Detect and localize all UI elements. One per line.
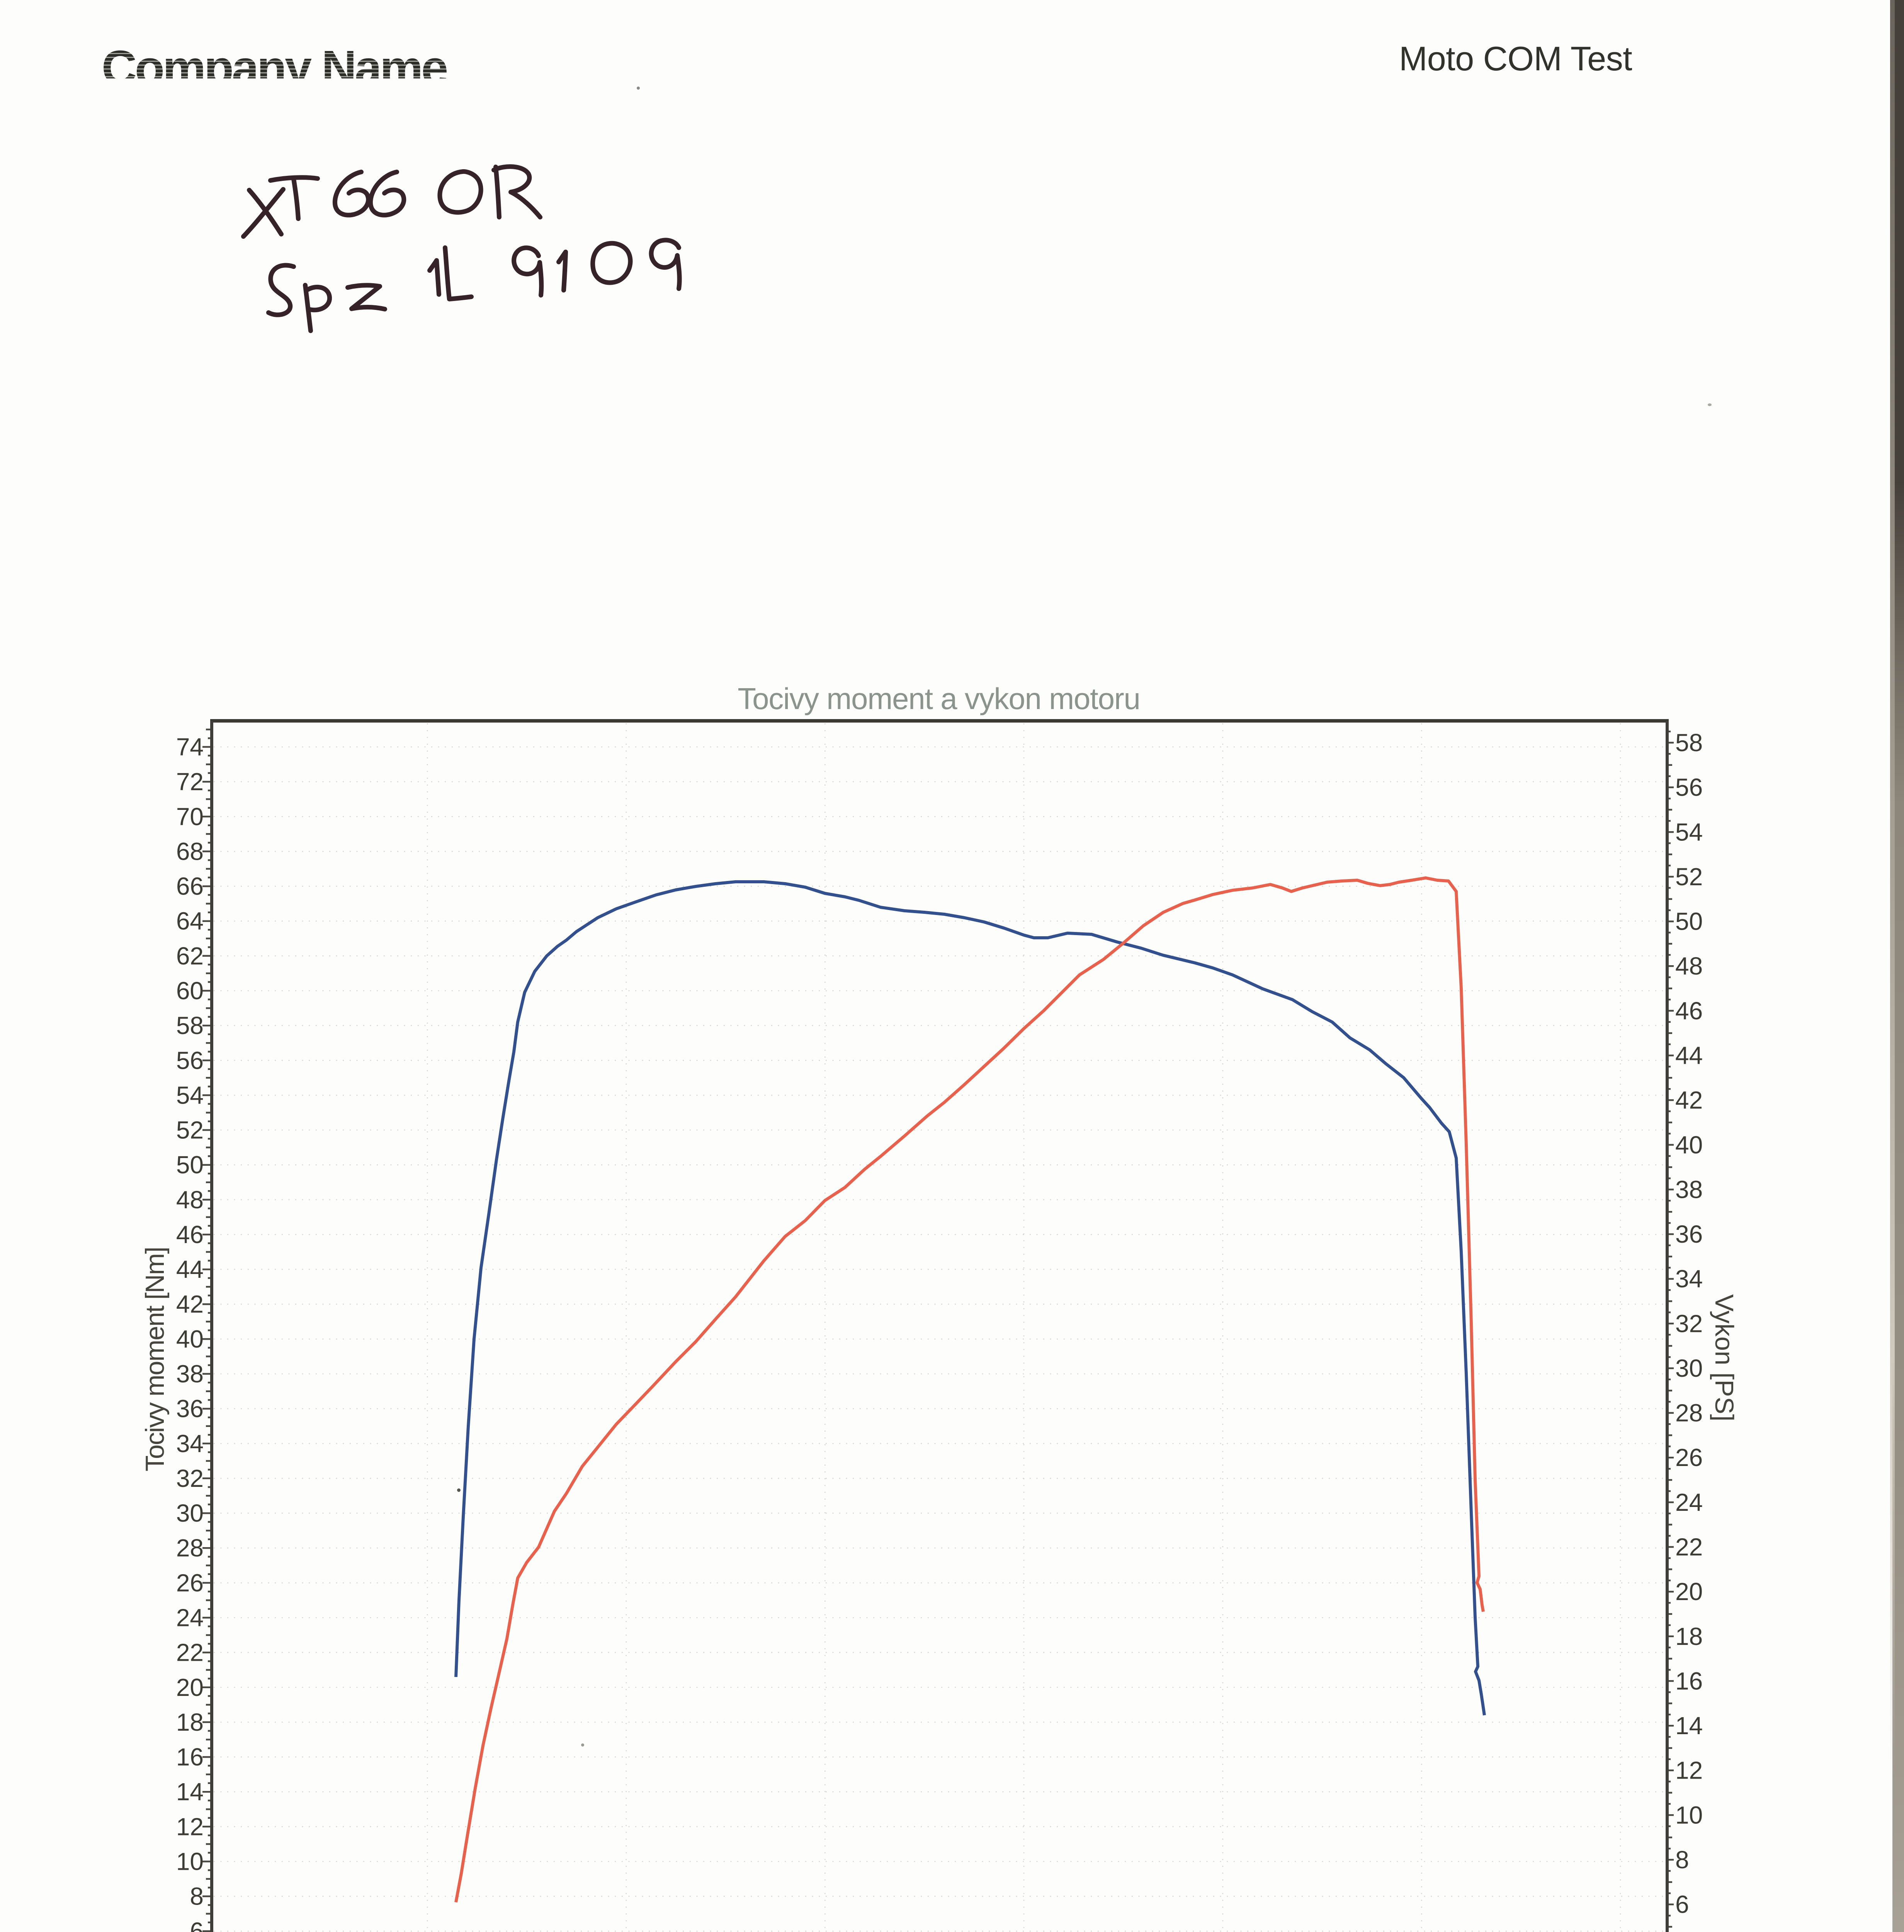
svg-text:30: 30 (176, 1499, 204, 1527)
svg-text:34: 34 (1675, 1265, 1703, 1293)
svg-text:40: 40 (1675, 1131, 1703, 1159)
svg-text:36: 36 (1675, 1220, 1703, 1248)
svg-text:54: 54 (1675, 818, 1703, 846)
svg-text:50: 50 (176, 1151, 204, 1179)
svg-text:14: 14 (1675, 1712, 1703, 1740)
svg-text:Vykon [PS]: Vykon [PS] (1710, 1294, 1739, 1422)
svg-text:60: 60 (176, 977, 204, 1005)
svg-text:30: 30 (1675, 1354, 1703, 1382)
svg-text:74: 74 (176, 733, 204, 761)
svg-text:42: 42 (1675, 1086, 1703, 1114)
svg-text:8: 8 (190, 1883, 204, 1910)
svg-text:48: 48 (176, 1186, 204, 1214)
svg-text:44: 44 (176, 1255, 204, 1283)
svg-text:56: 56 (176, 1046, 204, 1074)
svg-text:26: 26 (176, 1569, 204, 1597)
svg-text:24: 24 (1675, 1488, 1703, 1516)
svg-text:28: 28 (176, 1534, 204, 1562)
svg-text:6: 6 (1675, 1891, 1689, 1918)
svg-text:16: 16 (1675, 1667, 1703, 1695)
svg-text:44: 44 (1675, 1042, 1703, 1070)
svg-text:34: 34 (176, 1430, 204, 1458)
svg-text:58: 58 (176, 1012, 204, 1039)
svg-text:36: 36 (176, 1395, 204, 1423)
svg-text:6: 6 (190, 1917, 204, 1932)
svg-text:10: 10 (176, 1848, 204, 1876)
svg-text:42: 42 (176, 1290, 204, 1318)
svg-text:38: 38 (1675, 1175, 1703, 1203)
svg-text:56: 56 (1675, 774, 1703, 801)
svg-text:18: 18 (176, 1708, 204, 1736)
svg-text:8: 8 (1675, 1846, 1689, 1874)
svg-text:52: 52 (1675, 863, 1703, 891)
svg-text:16: 16 (176, 1743, 204, 1771)
svg-text:62: 62 (176, 942, 204, 970)
svg-text:20: 20 (176, 1673, 204, 1701)
svg-text:46: 46 (176, 1221, 204, 1248)
svg-text:24: 24 (176, 1604, 204, 1632)
svg-text:20: 20 (1675, 1578, 1703, 1605)
svg-text:70: 70 (176, 803, 204, 830)
svg-text:40: 40 (176, 1325, 204, 1353)
svg-text:32: 32 (176, 1464, 204, 1492)
svg-text:22: 22 (176, 1639, 204, 1667)
svg-text:22: 22 (1675, 1533, 1703, 1561)
svg-text:66: 66 (176, 872, 204, 900)
svg-text:28: 28 (1675, 1399, 1703, 1427)
svg-text:14: 14 (176, 1778, 204, 1806)
svg-text:64: 64 (176, 907, 204, 935)
svg-text:12: 12 (1675, 1757, 1703, 1784)
svg-text:58: 58 (1675, 729, 1703, 757)
svg-text:12: 12 (176, 1813, 204, 1840)
svg-text:Tocivy moment a vykon motoru: Tocivy moment a vykon motoru (738, 682, 1140, 716)
svg-text:18: 18 (1675, 1622, 1703, 1650)
svg-text:10: 10 (1675, 1801, 1703, 1829)
svg-text:50: 50 (1675, 908, 1703, 935)
svg-text:68: 68 (176, 837, 204, 865)
svg-text:48: 48 (1675, 952, 1703, 980)
svg-text:72: 72 (176, 768, 204, 796)
svg-text:Tocivy moment [Nm]: Tocivy moment [Nm] (140, 1247, 170, 1471)
svg-text:38: 38 (176, 1360, 204, 1388)
svg-text:26: 26 (1675, 1444, 1703, 1471)
svg-text:52: 52 (176, 1116, 204, 1144)
svg-text:54: 54 (176, 1081, 204, 1109)
svg-text:32: 32 (1675, 1310, 1703, 1337)
svg-text:46: 46 (1675, 997, 1703, 1025)
